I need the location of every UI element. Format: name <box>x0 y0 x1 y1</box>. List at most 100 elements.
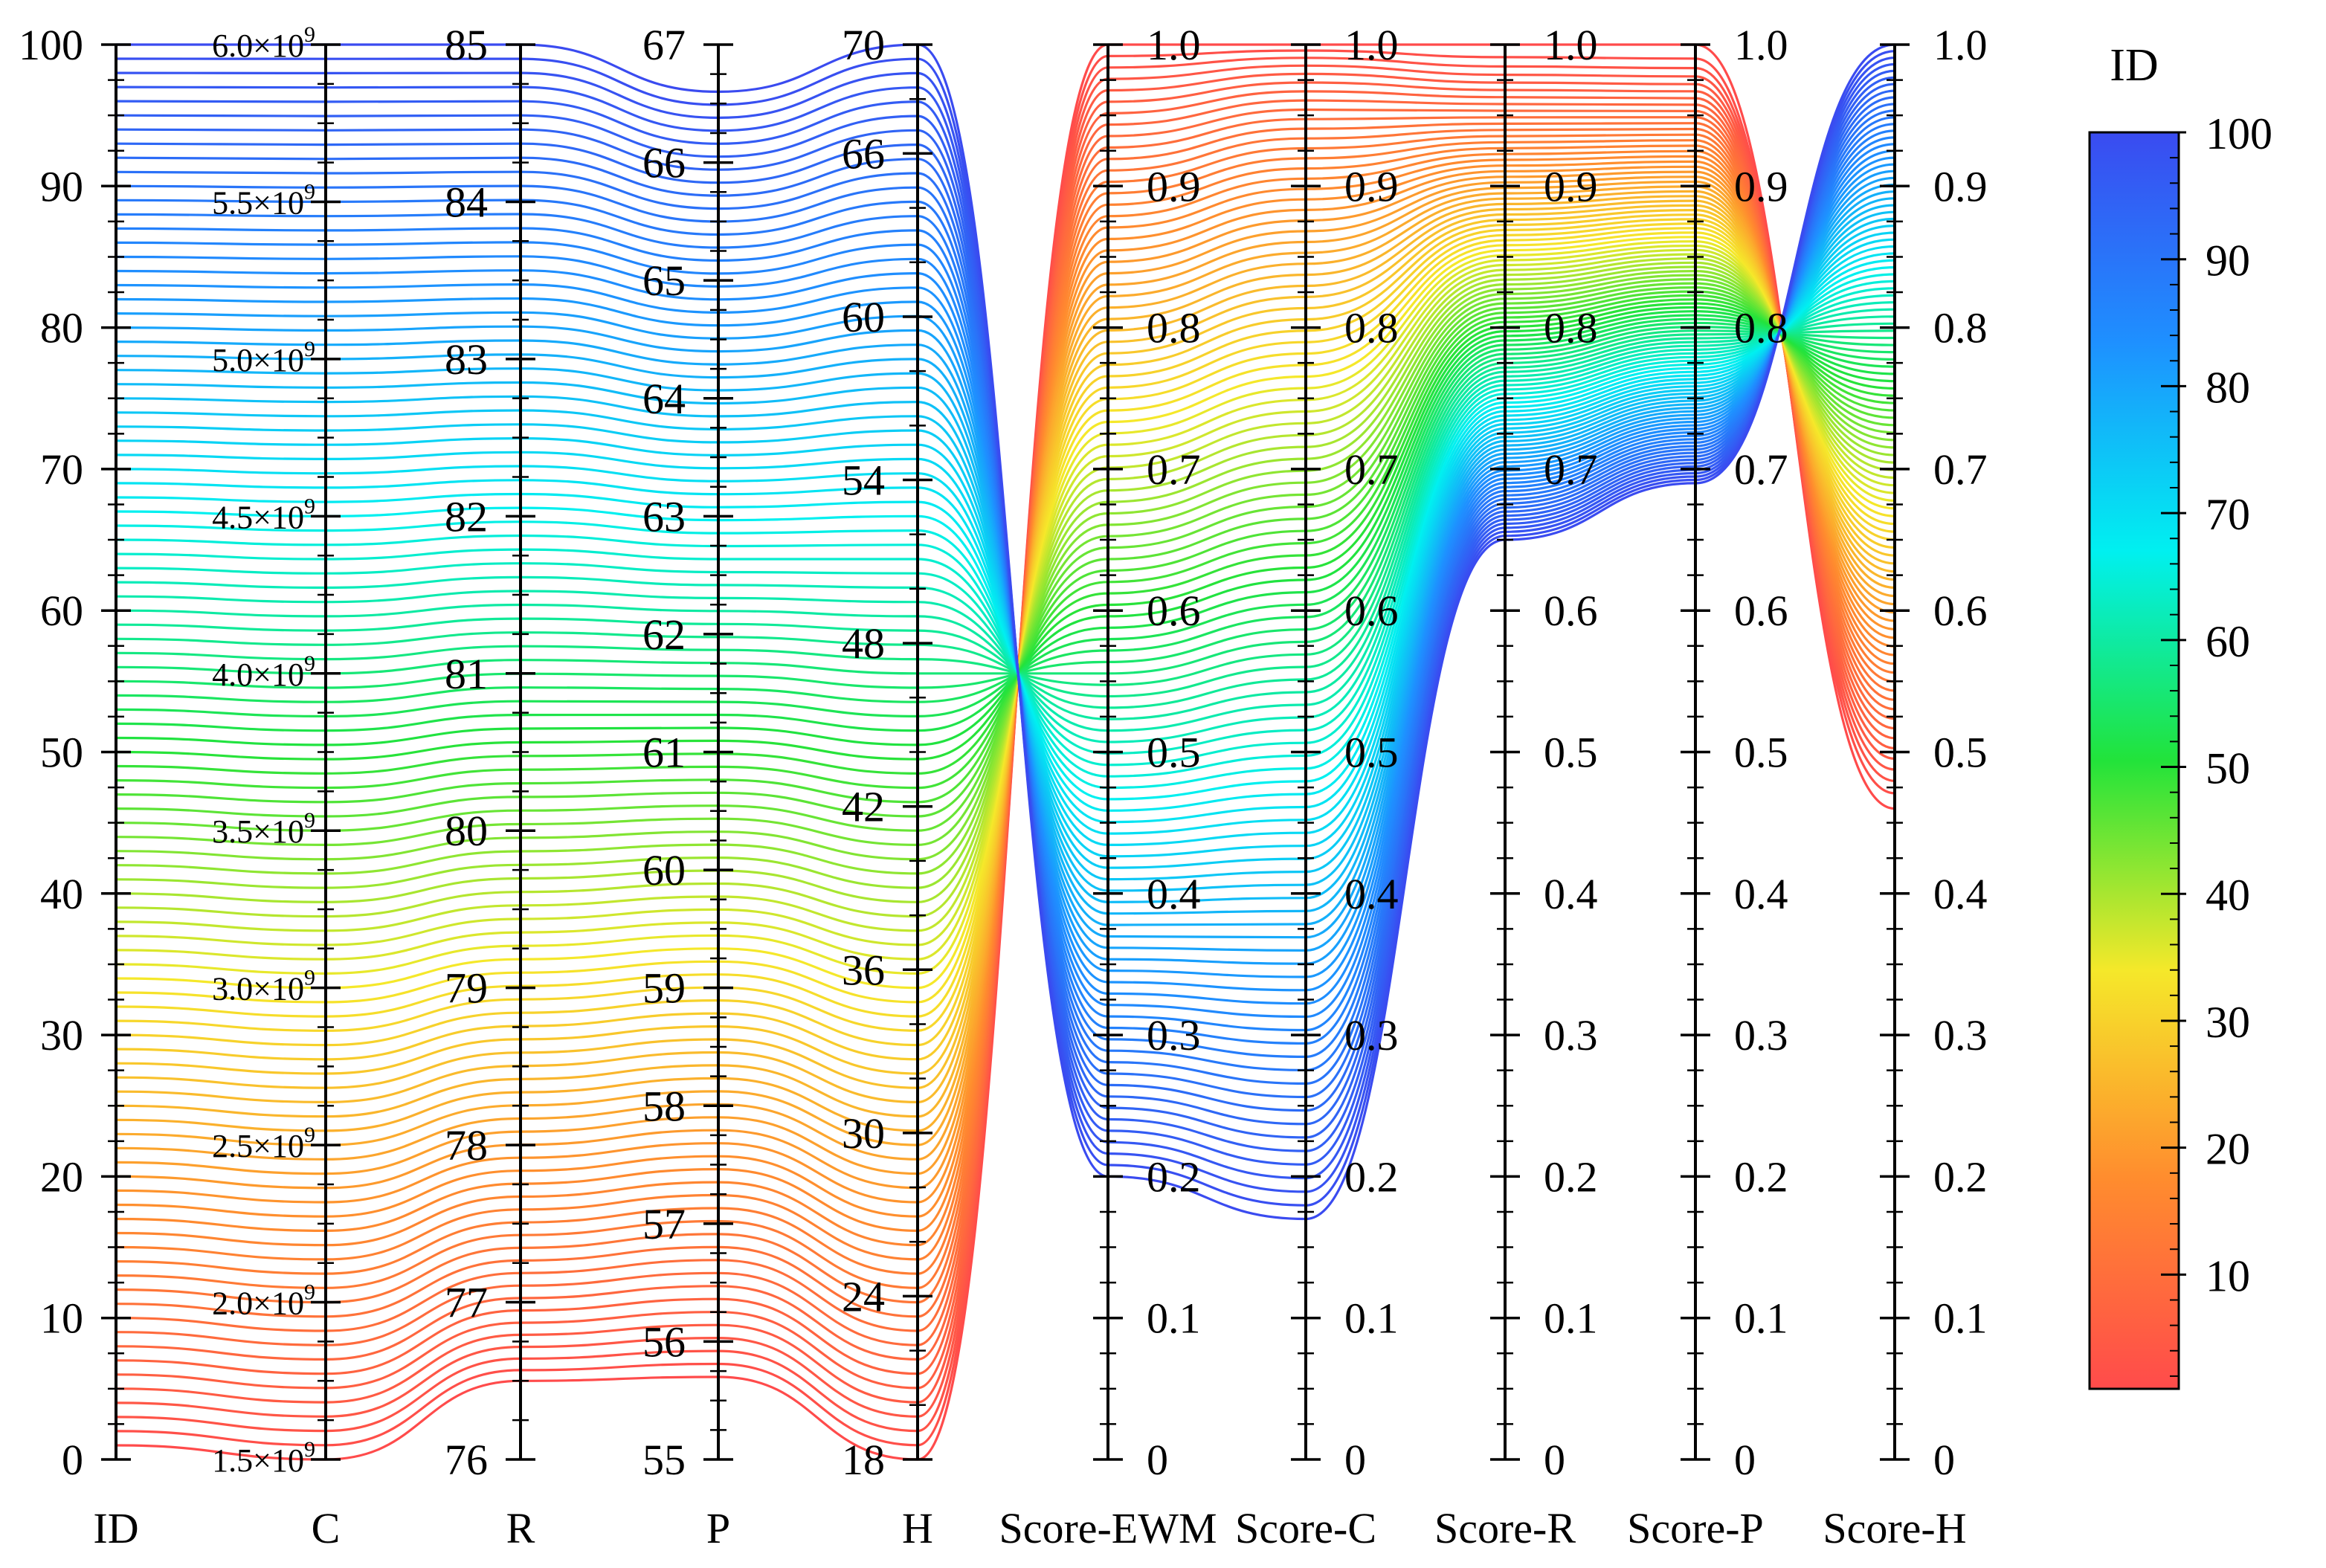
data-line-id-65 <box>115 280 1896 778</box>
data-line-id-55 <box>115 321 1896 689</box>
data-line-id-70 <box>115 245 1896 835</box>
tick-label-h: 36 <box>842 946 885 994</box>
tick-label-score-ewm: 0.9 <box>1147 162 1201 210</box>
tick-label-score-c: 0.6 <box>1344 587 1399 635</box>
axis-name-score-r: Score-R <box>1434 1504 1576 1552</box>
tick-label-score-c: 1.0 <box>1344 21 1399 69</box>
tick-label-h: 24 <box>842 1272 885 1320</box>
data-line-id-75 <box>115 210 1896 892</box>
colorbar-tick-label: 90 <box>2206 236 2250 285</box>
tick-label-score-p: 0.4 <box>1734 870 1788 918</box>
data-line-id-83 <box>115 156 1896 992</box>
tick-label-score-h: 0.6 <box>1933 587 1988 635</box>
colorbar-tick-label: 50 <box>2206 744 2250 793</box>
data-line-id-40 <box>115 261 1896 903</box>
data-line-id-46 <box>115 286 1896 818</box>
tick-label-p: 56 <box>642 1317 686 1366</box>
tick-label-p: 59 <box>642 964 686 1013</box>
tick-label-r: 83 <box>445 335 488 384</box>
tick-label-score-r: 0 <box>1544 1436 1565 1484</box>
tick-label-id: 50 <box>40 729 83 777</box>
tick-label-c: 3.0×109 <box>212 966 315 1007</box>
axis-name-c: C <box>312 1504 341 1552</box>
tick-label-score-ewm: 0.7 <box>1147 445 1201 494</box>
tick-label-score-r: 0.5 <box>1544 729 1598 777</box>
tick-label-r: 76 <box>445 1436 488 1484</box>
data-line-id-50 <box>115 302 1896 761</box>
tick-label-score-c: 0 <box>1344 1436 1366 1484</box>
tick-label-score-c: 0.2 <box>1344 1152 1399 1201</box>
axis-name-score-p: Score-P <box>1627 1504 1764 1552</box>
data-line-id-85 <box>115 143 1896 1019</box>
tick-label-score-ewm: 0.6 <box>1147 587 1201 635</box>
data-line-id-47 <box>115 290 1896 804</box>
tick-label-score-p: 0.8 <box>1734 304 1788 352</box>
tick-label-score-h: 0.3 <box>1933 1011 1988 1059</box>
tick-label-p: 65 <box>642 257 686 305</box>
tick-label-id: 80 <box>40 304 83 352</box>
data-line-id-72 <box>115 231 1896 858</box>
tick-label-id: 60 <box>40 587 83 635</box>
tick-label-score-c: 0.3 <box>1344 1011 1399 1059</box>
tick-label-id: 70 <box>40 445 83 494</box>
axis-score-r: 0 0.1 0.2 0.3 0.4 0.5 0.6 0.7 0.8 0.9 1.0 Score-R <box>1434 21 1598 1552</box>
tick-label-score-p: 0.2 <box>1734 1152 1788 1201</box>
tick-label-score-ewm: 1.0 <box>1147 21 1201 69</box>
data-line-id-48 <box>115 294 1896 790</box>
tick-label-score-r: 0.9 <box>1544 162 1598 210</box>
tick-label-r: 82 <box>445 492 488 541</box>
tick-label-score-h: 0.5 <box>1933 729 1988 777</box>
tick-label-r: 80 <box>445 807 488 855</box>
tick-label-score-p: 0.6 <box>1734 587 1788 635</box>
tick-label-r: 79 <box>445 964 488 1013</box>
tick-label-p: 66 <box>642 139 686 187</box>
data-line-id-60 <box>115 315 1896 720</box>
data-line-id-58 <box>115 329 1896 698</box>
data-line-id-38 <box>115 253 1896 932</box>
tick-label-id: 90 <box>40 162 83 210</box>
tick-label-score-c: 0.5 <box>1344 729 1399 777</box>
tick-label-score-p: 0.3 <box>1734 1011 1788 1059</box>
tick-label-score-p: 0.1 <box>1734 1294 1788 1343</box>
tick-label-score-ewm: 0.3 <box>1147 1011 1201 1059</box>
tick-label-c: 5.5×109 <box>212 179 315 221</box>
tick-label-c: 1.5×109 <box>212 1437 315 1479</box>
data-line-id-59 <box>115 322 1896 709</box>
axis-name-score-h: Score-H <box>1823 1504 1966 1552</box>
axes: 0 10 20 30 40 50 60 70 80 90 100 ID 1.5×109 2.0×109 2.… <box>19 21 1988 1552</box>
tick-label-h: 18 <box>842 1436 885 1484</box>
tick-label-score-c: 0.4 <box>1344 870 1399 918</box>
data-line-id-51 <box>115 306 1896 746</box>
data-line-id-62 <box>115 301 1896 743</box>
colorbar: ID 10 20 30 40 50 60 70 80 90 100 <box>2088 40 2272 1390</box>
axis-c: 1.5×109 2.0×109 2.5×109 3.0×109 3.5×109 4.0×1… <box>212 22 341 1552</box>
data-line-id-79 <box>115 183 1896 939</box>
data-line-id-81 <box>115 170 1896 965</box>
tick-label-id: 10 <box>40 1294 83 1343</box>
axis-name-r: R <box>506 1504 535 1552</box>
tick-label-score-ewm: 0.2 <box>1147 1152 1201 1201</box>
axis-id: 0 10 20 30 40 50 60 70 80 90 100 ID <box>19 21 139 1552</box>
tick-label-score-r: 1.0 <box>1544 21 1598 69</box>
tick-label-h: 30 <box>842 1109 885 1158</box>
tick-label-id: 0 <box>62 1436 83 1484</box>
tick-label-score-c: 0.8 <box>1344 304 1399 352</box>
axis-score-ewm: 0 0.1 0.2 0.3 0.4 0.5 0.6 0.7 0.8 0.9 1.0 Score-EWM <box>999 21 1217 1552</box>
data-line-id-67 <box>115 266 1896 801</box>
data-line-id-86 <box>115 136 1896 1032</box>
data-line-id-88 <box>115 123 1896 1058</box>
colorbar-tick-label: 80 <box>2206 363 2250 412</box>
data-line-id-39 <box>115 257 1896 918</box>
axis-r: 76 77 78 79 80 81 82 83 84 85 R <box>445 21 535 1552</box>
data-line-id-63 <box>115 294 1896 755</box>
tick-label-score-c: 0.9 <box>1344 162 1399 210</box>
data-line-id-73 <box>115 225 1896 869</box>
data-line-id-84 <box>115 149 1896 1005</box>
colorbar-tick-label: 60 <box>2206 617 2250 666</box>
colorbar-tick-label: 70 <box>2206 490 2250 539</box>
tick-label-score-p: 0 <box>1734 1436 1756 1484</box>
axis-h: 18 24 30 36 42 48 54 60 66 70 H <box>842 21 933 1552</box>
data-line-id-80 <box>115 176 1896 952</box>
tick-label-h: 66 <box>842 129 885 178</box>
tick-label-score-c: 0.7 <box>1344 445 1399 494</box>
